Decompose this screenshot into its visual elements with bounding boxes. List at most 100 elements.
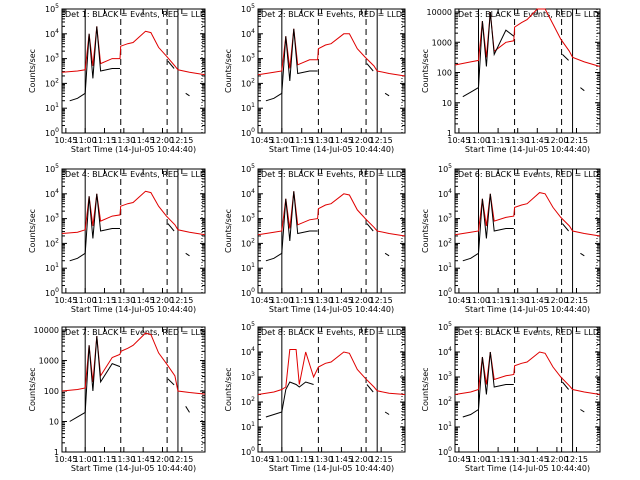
y-tick-label: 100 — [241, 127, 255, 138]
x-tick-label: 10:45 — [54, 455, 77, 464]
series-line-events — [462, 193, 585, 262]
y-tick-label: 105 — [438, 163, 452, 174]
x-tick-label: 11:15 — [93, 136, 116, 145]
y-tick-label: 103 — [241, 213, 255, 224]
x-tick-label: 11:45 — [132, 296, 155, 305]
x-tick-label: 12:15 — [170, 136, 193, 145]
x-tick-label: 12:15 — [170, 455, 193, 464]
x-tick-label: 11:00 — [74, 136, 97, 145]
plot-frame — [257, 326, 406, 453]
y-tick-label: 100 — [438, 446, 452, 457]
plot-frame — [454, 168, 601, 294]
y-tick-label: 104 — [438, 346, 452, 357]
x-tick-label: 10:45 — [447, 136, 470, 145]
panel-title: Det 7: BLACK = Events, RED = LLD — [65, 328, 206, 337]
y-tick-label: 105 — [45, 3, 59, 14]
y-tick-label: 102 — [45, 237, 59, 248]
x-tick-label: 11:00 — [270, 136, 293, 145]
x-tick-label: 11:00 — [467, 136, 490, 145]
x-tick-label: 12:00 — [151, 136, 174, 145]
plot-frame — [454, 326, 601, 453]
series-line-events — [265, 381, 390, 418]
x-tick-label: 11:15 — [93, 455, 116, 464]
x-tick-label: 10:45 — [54, 296, 77, 305]
y-axis-label: Counts/sec — [224, 367, 233, 411]
y-tick-label: 104 — [45, 28, 59, 39]
x-tick-label: 12:15 — [370, 136, 393, 145]
detector-panel-2: 100 101 102 103 104 105 10:4511:0011:1511:3011… — [224, 3, 406, 154]
series-line-events — [69, 336, 190, 422]
x-tick-label: 10:45 — [250, 455, 273, 464]
x-tick-label: 11:45 — [526, 455, 549, 464]
y-tick-label: 105 — [45, 163, 59, 174]
y-tick-label: 105 — [241, 321, 255, 332]
x-tick-label: 11:30 — [310, 136, 333, 145]
x-tick-label: 12:15 — [565, 136, 588, 145]
y-tick-label: 104 — [241, 188, 255, 199]
x-tick-label: 10:45 — [447, 296, 470, 305]
x-tick-label: 11:45 — [526, 296, 549, 305]
x-tick-label: 11:45 — [132, 455, 155, 464]
x-tick-label: 11:00 — [270, 296, 293, 305]
panel-title: Det 5: BLACK = Events, RED = LLD — [261, 170, 402, 179]
detector-panel-3: 1 10 100 1000 10000 10:4511:0011:1511:3011:45… — [421, 8, 601, 154]
y-tick-label: 1 — [447, 129, 452, 138]
series-line-lld — [61, 332, 206, 395]
x-tick-label: 11:30 — [112, 455, 135, 464]
series-line-events — [69, 193, 190, 262]
y-tick-label: 103 — [45, 213, 59, 224]
series-line-lld — [454, 351, 601, 395]
x-axis-label: Start Time (14-Jul-05 10:44:40) — [465, 464, 590, 473]
x-tick-label: 11:30 — [506, 455, 529, 464]
plot-frame — [61, 326, 206, 453]
x-tick-label: 11:30 — [112, 296, 135, 305]
y-tick-label: 101 — [241, 262, 255, 273]
x-axis-label: Start Time (14-Jul-05 10:44:40) — [71, 305, 196, 314]
x-tick-label: 10:45 — [447, 455, 470, 464]
series-line-events — [462, 11, 585, 98]
x-tick-label: 10:45 — [250, 296, 273, 305]
x-tick-label: 11:15 — [487, 136, 510, 145]
y-axis-label: Counts/sec — [28, 209, 37, 253]
y-tick-label: 105 — [241, 3, 255, 14]
y-tick-label: 100 — [45, 287, 59, 298]
x-axis-label: Start Time (14-Jul-05 10:44:40) — [71, 145, 196, 154]
series-line-lld — [257, 28, 406, 77]
x-tick-label: 11:15 — [290, 455, 313, 464]
x-axis-label: Start Time (14-Jul-05 10:44:40) — [465, 305, 590, 314]
detector-panel-8: 100 101 102 103 104 105 10:4511:0011:1511:3011… — [224, 321, 406, 473]
y-tick-label: 1000 — [39, 357, 59, 366]
y-tick-label: 101 — [45, 102, 59, 113]
series-line-events — [265, 28, 390, 102]
y-tick-label: 100 — [241, 287, 255, 298]
x-tick-label: 11:45 — [330, 455, 353, 464]
series-line-lld — [257, 349, 406, 395]
y-axis-label: Counts/sec — [224, 209, 233, 253]
y-axis-label: Counts/sec — [28, 367, 37, 411]
x-tick-label: 12:15 — [565, 296, 588, 305]
y-tick-label: 102 — [241, 396, 255, 407]
series-line-events — [462, 351, 585, 418]
y-axis-label: Counts/sec — [421, 49, 430, 93]
panel-title: Det 3: BLACK = Events, RED = LLD — [458, 10, 599, 19]
y-tick-label: 104 — [241, 28, 255, 39]
x-tick-label: 10:45 — [250, 136, 273, 145]
y-tick-label: 101 — [438, 262, 452, 273]
y-tick-label: 104 — [241, 346, 255, 357]
x-tick-label: 12:00 — [545, 136, 568, 145]
y-tick-label: 102 — [241, 237, 255, 248]
y-tick-label: 101 — [45, 262, 59, 273]
y-tick-label: 102 — [438, 396, 452, 407]
series-line-events — [265, 191, 390, 262]
panel-title: Det 6: BLACK = Events, RED = LLD — [458, 170, 599, 179]
x-tick-label: 12:00 — [545, 455, 568, 464]
y-tick-label: 102 — [438, 237, 452, 248]
x-axis-label: Start Time (14-Jul-05 10:44:40) — [465, 145, 590, 154]
y-tick-label: 103 — [438, 371, 452, 382]
x-axis-label: Start Time (14-Jul-05 10:44:40) — [269, 464, 394, 473]
x-tick-label: 11:15 — [290, 296, 313, 305]
y-axis-label: Counts/sec — [224, 49, 233, 93]
x-tick-label: 11:00 — [74, 455, 97, 464]
plot-frame — [257, 8, 406, 134]
